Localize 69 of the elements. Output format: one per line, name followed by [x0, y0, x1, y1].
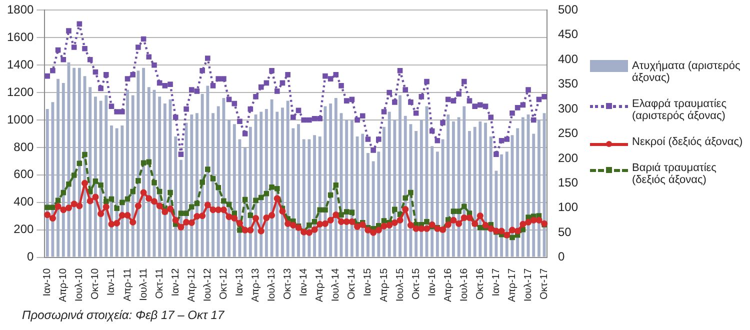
x-tick-label: Απρ-14 [314, 268, 326, 302]
y-tick-label: 600 [14, 167, 34, 182]
y-tick-label: 1000 [6, 112, 34, 126]
y2-tick-label: 0 [558, 250, 565, 264]
legend-label: Ελαφρά τραυματίες (αριστερός άξονας) [632, 98, 728, 122]
x-tick-label: Ιαν-17 [490, 268, 502, 296]
y2-tick-label: 350 [558, 76, 578, 91]
y-tick-label: 0 [27, 250, 34, 264]
x-tick-label: Απρ-13 [250, 268, 262, 302]
text: Προσωρινά στοιχεία: Φεβ 17 – Οκτ 17 [22, 308, 224, 322]
y2-tick-label: 300 [558, 101, 578, 116]
x-tick-label: Ιουλ-15 [394, 268, 406, 302]
y2-tick-label: 450 [558, 27, 578, 42]
x-tick-label: Οκτ-10 [90, 268, 102, 300]
y-tick-label: 400 [14, 194, 34, 209]
x-tick-label: Οκτ-13 [282, 268, 294, 300]
x-tick-label: Απρ-15 [378, 268, 390, 302]
y-tick-label: 1200 [6, 84, 34, 99]
y2-tick-label: 500 [558, 2, 578, 17]
x-tick-label: Ιαν-11 [106, 268, 118, 296]
x-tick-label: Ιουλ-17 [523, 268, 534, 302]
y2-tick-label: 100 [558, 200, 578, 214]
bar [420, 120, 423, 257]
x-tick-label: Ιαν-15 [362, 268, 374, 296]
x-tick-label: Ιουλ-13 [266, 268, 278, 302]
x-tick-label: Απρ-11 [122, 268, 134, 302]
bar [356, 136, 359, 257]
x-tick-label: Ιουλ-10 [74, 268, 86, 302]
x-tick-label: Ιαν-12 [170, 268, 182, 296]
legend-label: Νεκροί (δεξιός άξονας) [632, 136, 743, 148]
y2-tick-label: 150 [558, 175, 578, 190]
y-tick-label: 1600 [6, 30, 34, 44]
x-tick-label: Απρ-16 [442, 268, 454, 302]
y2-tick-label: 200 [558, 150, 578, 165]
x-tick-label: Οκτ-17 [539, 268, 550, 300]
bar [190, 114, 194, 257]
legend-label: Ατυχήματα (αριστερός άξονας) [632, 60, 742, 84]
x-tick-label: Ιουλ-12 [202, 268, 214, 302]
x-tick-label: Απρ-10 [58, 268, 70, 302]
x-tick-label: Ιαν-10 [42, 268, 54, 296]
x-tick-label: Οκτ-15 [410, 268, 422, 300]
bar [500, 154, 504, 257]
x-tick-label: Οκτ-14 [346, 268, 358, 300]
x-tick-label: Οκτ-16 [474, 268, 486, 300]
x-tick-label: Ιουλ-14 [330, 268, 342, 302]
bar [292, 128, 295, 257]
x-tick-label: Ιουλ-11 [138, 268, 150, 301]
x-tick-label: Οκτ-12 [218, 268, 230, 300]
y2-tick-label: 50 [558, 224, 572, 239]
bar [286, 100, 290, 257]
y2-tick-label: 250 [558, 126, 578, 140]
y-tick-label: 200 [14, 222, 34, 236]
y-tick-label: 800 [14, 140, 34, 154]
y-tick-label: 1800 [6, 2, 34, 17]
bar [345, 120, 348, 257]
bar [516, 128, 520, 257]
y2-tick-label: 400 [558, 52, 578, 66]
bar [436, 152, 439, 257]
x-tick-label: Απρ-12 [186, 268, 198, 302]
x-tick-label: Απρ-17 [506, 268, 518, 302]
bar [216, 106, 220, 257]
bar [302, 139, 306, 257]
x-tick-label: Ιαν-13 [234, 268, 246, 296]
x-tick-label: Οκτ-11 [154, 268, 166, 299]
y-tick-label: 1400 [6, 57, 34, 72]
x-tick-label: Ιαν-14 [298, 268, 310, 296]
x-tick-label: Ιαν-16 [426, 268, 438, 296]
legend-label: Βαριά τραυματίες (δεξιός άξονας) [632, 162, 718, 186]
x-tick-label: Ιουλ-16 [458, 268, 470, 302]
